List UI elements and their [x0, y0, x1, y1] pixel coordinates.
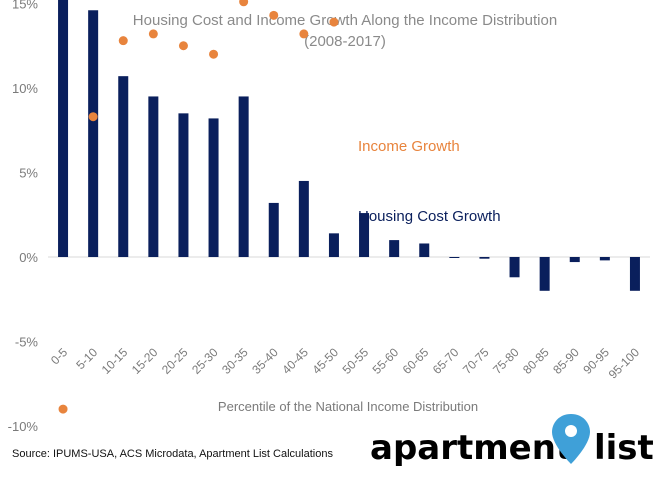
- income-growth-point: [88, 112, 98, 122]
- x-axis-ticks: 0-5 5-1010-1515-2020-2525-3030-3535-4040-…: [48, 345, 642, 382]
- x-tick-label: 70-75: [460, 345, 492, 377]
- apartment-list-logo: apartment list: [370, 414, 654, 468]
- x-tick-label: 15-20: [129, 345, 161, 377]
- chart-title: Housing Cost and Income Growth Along the…: [133, 12, 557, 29]
- housing-cost-bars: [58, 0, 640, 291]
- x-tick-label: 30-35: [219, 345, 251, 377]
- housing-cost-bar: [419, 243, 430, 257]
- y-tick-label: 5%: [19, 166, 38, 181]
- income-growth-point: [239, 0, 249, 7]
- housing-cost-bar: [238, 96, 249, 257]
- x-tick-label: 25-30: [189, 345, 221, 377]
- housing-cost-bar: [539, 257, 550, 291]
- x-tick-label: 10-15: [99, 345, 131, 377]
- source-note: Source: IPUMS-USA, ACS Microdata, Apartm…: [12, 448, 333, 460]
- y-tick-label: -5%: [15, 335, 39, 350]
- income-growth-point: [118, 36, 128, 46]
- housing-cost-bar: [208, 118, 219, 257]
- x-axis-label: Percentile of the National Income Distri…: [218, 399, 478, 414]
- x-tick-label: 20-25: [159, 345, 191, 377]
- housing-cost-bar: [88, 10, 99, 258]
- x-tick-label: 5-10: [73, 345, 100, 372]
- income-growth-point: [269, 10, 279, 20]
- housing-cost-bar: [148, 96, 159, 257]
- x-tick-label: 95-100: [606, 345, 643, 382]
- chart-subtitle: (2008-2017): [304, 33, 386, 50]
- housing-cost-bar: [328, 233, 339, 257]
- x-tick-label: 40-45: [279, 345, 311, 377]
- x-tick-label: 85-90: [550, 345, 582, 377]
- map-pin-icon: [552, 414, 590, 464]
- y-axis-ticks: -10%-5%0%5%10%15%20%25%: [8, 0, 39, 434]
- income-growth-point: [329, 17, 339, 27]
- x-tick-label: 35-40: [249, 345, 281, 377]
- housing-cost-bar: [509, 257, 520, 278]
- x-tick-label: 45-50: [309, 345, 341, 377]
- housing-cost-bar: [629, 257, 640, 291]
- housing-cost-bar: [449, 257, 460, 258]
- housing-cost-bar: [298, 180, 309, 257]
- income-growth-point: [209, 49, 219, 59]
- housing-cost-bar: [359, 213, 370, 257]
- x-tick-label: 65-70: [430, 345, 462, 377]
- housing-cost-bar: [569, 257, 580, 263]
- logo-word-list: list: [594, 428, 654, 468]
- annotation-housing-cost-growth: Housing Cost Growth: [358, 208, 501, 225]
- housing-cost-bar: [389, 240, 400, 257]
- x-tick-label: 75-80: [490, 345, 522, 377]
- housing-cost-bar: [479, 257, 490, 259]
- housing-cost-bar: [178, 113, 189, 257]
- annotation-income-growth: Income Growth: [358, 138, 460, 155]
- income-growth-point: [58, 404, 68, 414]
- y-tick-label: 0%: [19, 250, 38, 265]
- y-tick-label: 15%: [12, 0, 38, 12]
- income-growth-point: [299, 29, 309, 39]
- income-growth-point: [178, 41, 188, 51]
- x-tick-label: 80-85: [520, 345, 552, 377]
- income-growth-dots: [58, 0, 339, 414]
- x-tick-label: 60-65: [400, 345, 432, 377]
- x-tick-label: 50-55: [340, 345, 372, 377]
- housing-cost-bar: [599, 257, 610, 261]
- housing-cost-bar: [118, 76, 129, 257]
- housing-cost-bar: [58, 0, 69, 258]
- y-tick-label: -10%: [8, 419, 39, 434]
- income-growth-point: [148, 29, 158, 39]
- x-tick-label: 0-5: [48, 345, 70, 367]
- x-tick-label: 55-60: [370, 345, 402, 377]
- housing-cost-bar: [268, 202, 279, 257]
- logo-word-apartment: apartment: [370, 428, 572, 468]
- y-tick-label: 10%: [12, 81, 38, 96]
